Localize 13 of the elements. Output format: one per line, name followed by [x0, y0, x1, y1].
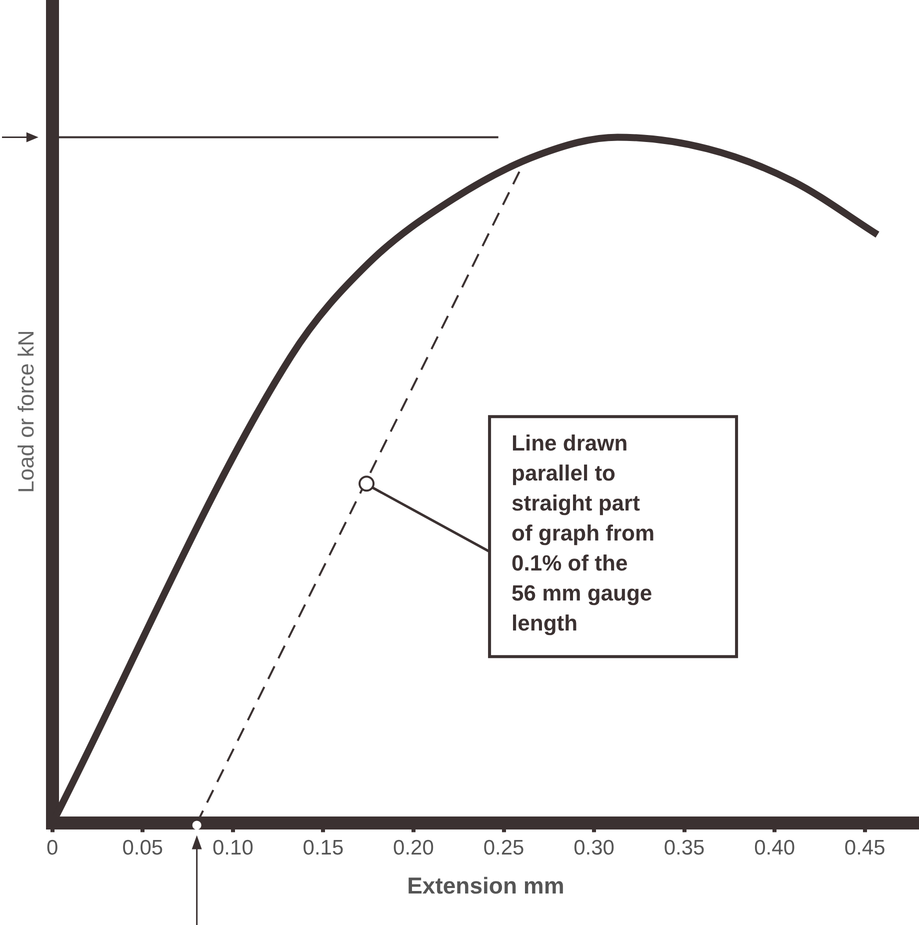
x-tick-label: 0.40	[754, 836, 796, 860]
x-tick-label: 0.15	[302, 836, 344, 860]
x-axis-title: Extension mm	[407, 872, 564, 899]
x-tick-label: 0.30	[574, 836, 614, 860]
x-tick-label: 0.45	[844, 836, 886, 860]
x-tick-label: 0.10	[212, 836, 254, 860]
x-tick-label: 0.05	[122, 836, 164, 860]
x-tick-label: 0.20	[393, 836, 434, 860]
x-tick-label: 0.25	[483, 836, 524, 860]
annotation: Line drawn parallel to straight part of graph from 0.1% of the 56 mm gauge length	[512, 430, 655, 636]
x-tick-label: 0	[46, 836, 58, 860]
x-tick-label: 0.35	[664, 836, 705, 860]
y-axis-title: Load or force kN	[13, 330, 38, 493]
